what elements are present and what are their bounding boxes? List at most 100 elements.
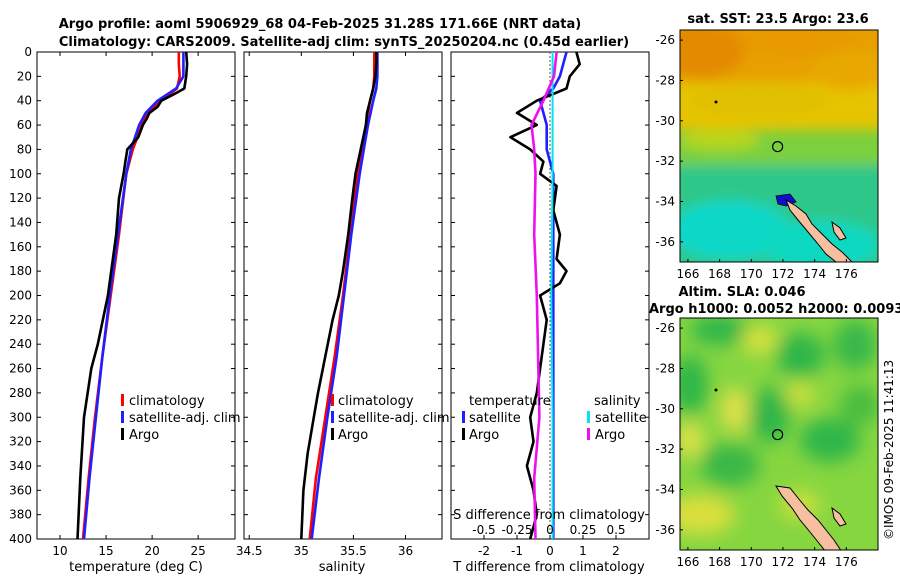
sst-map-panel: sat. SST: 23.5 Argo: 23.6 166 168 170 (655, 12, 879, 281)
lat-tick-label: -30 (655, 114, 675, 128)
lat-tick-label: -26 (655, 321, 675, 335)
y-tick-label: 20 (17, 69, 32, 83)
x-tick-label: 36 (398, 544, 413, 558)
legend-label-t-argo: Argo (469, 428, 499, 443)
lat-tick-label: -26 (655, 33, 675, 47)
argo-position-marker (771, 141, 784, 153)
legend-label-satellite: satellite-adj. clim (129, 411, 241, 426)
legend-label-s-argo: Argo (595, 428, 625, 443)
legend-swatch-t-satellite (462, 411, 465, 423)
y-tick-label: 0 (24, 45, 32, 59)
x-tick-label: 25 (191, 544, 206, 558)
sla-map-title-line2: Argo h1000: 0.0052 h2000: 0.0093 (649, 302, 900, 317)
y-tick-label: 100 (9, 167, 32, 181)
argo-position-marker (771, 429, 784, 441)
lon-tick-label: 168 (708, 555, 731, 569)
lat-tick-label: -36 (655, 235, 675, 249)
x-tick-label: 35.5 (340, 544, 367, 558)
x-tick-label: 35 (294, 544, 309, 558)
lon-tick-label: 176 (835, 267, 858, 281)
legend-swatch-s-satellite (587, 411, 590, 423)
x-tick-label: 0 (546, 544, 554, 558)
series-line-argo (76, 51, 189, 540)
legend-swatch-argo (331, 428, 334, 440)
imos-timestamp: ©IMOS 09-Feb-2025 11:41:13 (882, 360, 896, 540)
sst-map-frame (679, 29, 879, 263)
sla-map-title-line1: Altim. SLA: 0.046 (679, 285, 806, 300)
legend-label-argo: Argo (338, 428, 368, 443)
difference-top-xlabel: S difference from climatology (453, 508, 645, 523)
x-tick-label: 15 (98, 544, 113, 558)
y-tick-label: 360 (9, 483, 32, 497)
difference-panel: -2 -1 0 1 2 S difference from climatology -0… (450, 51, 650, 575)
y-tick-label: 280 (9, 386, 32, 400)
legend-label-satellite: satellite-adj. clim (338, 411, 450, 426)
sla-map-panel: Altim. SLA: 0.046 Argo h1000: 0.0052 h20… (649, 285, 900, 569)
legend-label-t-satellite: satellite (469, 411, 521, 426)
series-line-satellite-adj--clim (82, 52, 185, 540)
sla-map-frame (679, 317, 879, 551)
salinity-legend: climatology satellite-adj. clim Argo (331, 394, 450, 443)
series-line-s-argo (530, 51, 558, 540)
temperature-legend: climatology satellite-adj. clim Argo (121, 394, 241, 443)
series-line-t-satellite (538, 51, 568, 539)
series-line-argo (300, 52, 378, 540)
legend-label-argo: Argo (129, 428, 159, 443)
y-tick-label: 140 (9, 215, 32, 229)
lon-tick-label: 166 (676, 267, 699, 281)
temperature-panel: 0 20 40 60 80 100 120 140 160 180 200 220 240 260 280 3… (9, 45, 241, 575)
y-tick-label: 40 (17, 94, 32, 108)
y-tick-label: 60 (17, 118, 32, 132)
lon-tick-label: 174 (803, 267, 826, 281)
series-line-satellite-adj--clim (310, 52, 379, 540)
lat-tick-label: -36 (655, 523, 675, 537)
legend-title-salinity: salinity (594, 394, 641, 409)
legend-title-temperature: temperature (469, 394, 551, 409)
sla-field (680, 318, 878, 550)
legend-swatch-climatology (331, 394, 334, 406)
sst-map-title: sat. SST: 23.5 Argo: 23.6 (687, 12, 868, 27)
temperature-axes-box (36, 51, 236, 540)
lat-tick-label: -34 (655, 482, 675, 496)
lon-tick-label: 172 (772, 555, 795, 569)
lon-tick-label: 170 (740, 555, 763, 569)
lat-tick-label: -30 (655, 402, 675, 416)
salinity-panel: 34.5 35 35.5 36 salinity climatology satell… (236, 51, 450, 575)
top-tick-label: 0.5 (606, 523, 625, 537)
y-tick-label: 160 (9, 240, 32, 254)
y-tick-label: 120 (9, 191, 32, 205)
legend-label-climatology: climatology (129, 394, 205, 409)
top-tick-label: -0.25 (501, 523, 532, 537)
lat-tick-label: -28 (655, 361, 675, 375)
x-tick-label: 20 (144, 544, 159, 558)
lon-tick-label: 168 (708, 267, 731, 281)
lon-tick-label: 170 (740, 267, 763, 281)
x-tick-label: -1 (511, 544, 523, 558)
y-tick-label: 340 (9, 459, 32, 473)
top-tick-label: -0.5 (472, 523, 495, 537)
x-tick-label: -2 (478, 544, 490, 558)
legend-label-climatology: climatology (338, 394, 414, 409)
difference-xlabel: T difference from climatology (452, 560, 645, 575)
top-tick-label: 0 (546, 523, 554, 537)
temperature-xlabel: temperature (deg C) (69, 560, 203, 575)
y-tick-label: 400 (9, 532, 32, 546)
x-tick-label: 10 (52, 544, 67, 558)
y-tick-label: 300 (9, 410, 32, 424)
figure-title-line1: Argo profile: aoml 5906929_68 04-Feb-202… (59, 17, 581, 32)
lon-tick-label: 172 (772, 267, 795, 281)
figure-title-line2: Climatology: CARS2009. Satellite-adj cli… (59, 35, 629, 50)
y-tick-label: 180 (9, 264, 32, 278)
lat-tick-label: -34 (655, 194, 675, 208)
x-tick-label: 2 (612, 544, 620, 558)
legend-swatch-argo (121, 428, 124, 440)
salinity-xlabel: salinity (319, 560, 366, 575)
legend-swatch-satellite (331, 411, 334, 423)
legend-swatch-t-argo (462, 428, 465, 440)
legend-label-s-satellite: satellite (595, 411, 647, 426)
y-tick-label: 320 (9, 435, 32, 449)
x-tick-label: 34.5 (236, 544, 263, 558)
lon-tick-label: 166 (676, 555, 699, 569)
x-tick-label: 1 (579, 544, 587, 558)
